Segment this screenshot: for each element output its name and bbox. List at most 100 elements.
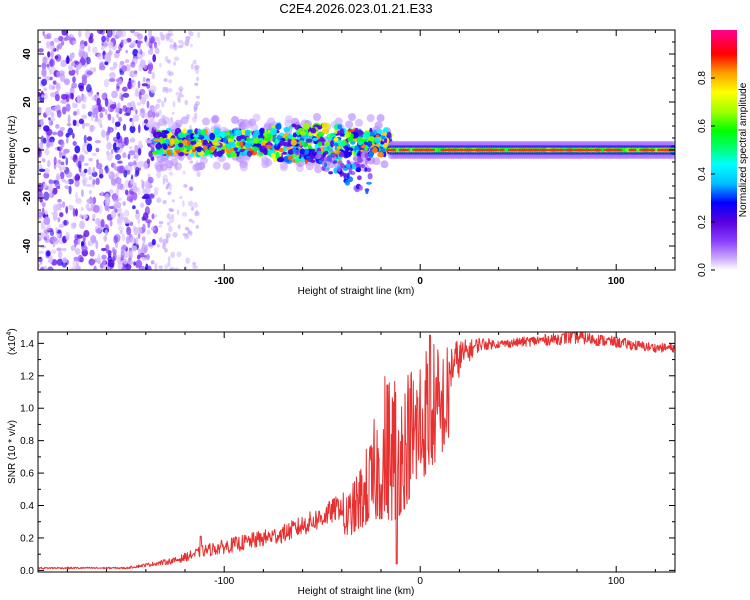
heatmap-cell <box>174 162 182 171</box>
colorbar-ticks: 0.0 0.2 0.4 0.6 0.8 <box>697 71 715 277</box>
heatmap-cell <box>239 134 246 140</box>
figure-title: C2E4.2026.023.01.21.E33 <box>279 1 432 16</box>
heatmap-cell <box>192 59 197 65</box>
heatmap-cell <box>122 201 126 206</box>
heatmap-cell <box>114 125 118 131</box>
heatmap-cell <box>93 107 99 115</box>
heatmap-cell <box>56 45 59 52</box>
heatmap-cell <box>118 116 123 123</box>
snr-y-tick-label: 0.0 <box>20 566 34 577</box>
heatmap-cell <box>128 145 133 150</box>
heatmap-cell <box>107 266 111 270</box>
heatmap-cell <box>87 45 91 53</box>
heatmap-cell <box>131 245 138 252</box>
heatmap-cell <box>104 61 109 66</box>
heatmap-cell <box>141 83 148 87</box>
heatmap-cell <box>57 250 63 260</box>
heatmap-cell <box>145 140 152 144</box>
heatmap-cell <box>187 129 193 134</box>
heatmap-cell <box>147 110 153 118</box>
heatmap-cell <box>195 224 199 229</box>
heatmap-cell <box>356 152 361 157</box>
heatmap-cell <box>58 149 62 159</box>
heatmap-cell <box>38 107 42 116</box>
heatmap-cell <box>50 50 54 58</box>
heatmap-cell <box>67 127 74 136</box>
snr-y-label: SNR (10 * v/v) <box>7 420 18 484</box>
heatmap-cell <box>60 61 67 68</box>
heatmap-cell <box>179 195 183 200</box>
heatmap-cell <box>163 78 168 83</box>
heatmap-cell <box>76 67 79 76</box>
heatmap-cell <box>43 34 50 40</box>
heatmap-cell <box>348 113 356 121</box>
heatmap-cell <box>345 130 352 138</box>
heatmap-cell <box>81 176 88 184</box>
heatmap-cell <box>337 166 341 172</box>
heatmap-cell <box>584 148 593 152</box>
heatmap-cell <box>61 151 67 156</box>
heatmap-cell <box>113 235 118 244</box>
heatmap-cell <box>164 248 168 252</box>
heatmap-cell <box>172 101 176 108</box>
heatmap-cell <box>59 171 65 180</box>
heatmap-cell <box>310 127 317 134</box>
heatmap-cell <box>63 78 71 86</box>
heatmap-cell <box>208 146 216 151</box>
heatmap-cell <box>159 31 163 36</box>
heatmap-cell <box>287 138 292 143</box>
heatmap-cell <box>75 197 82 204</box>
heatmap-cell <box>121 233 126 242</box>
heatmap-cell <box>154 48 160 55</box>
heatmap-cell <box>56 233 60 239</box>
heatmap-cell <box>187 140 191 147</box>
heatmap-cell <box>43 172 50 179</box>
heatmap-cell <box>58 159 61 164</box>
heatmap-cell <box>196 31 201 39</box>
heatmap-cell <box>118 142 123 148</box>
heatmap-cell <box>50 111 55 118</box>
heatmap-cell <box>292 132 297 138</box>
heatmap-cell <box>127 161 134 167</box>
heatmap-cell <box>149 85 157 94</box>
heatmap-cell <box>120 251 125 259</box>
heatmap-cell <box>196 171 201 178</box>
heatmap-cell <box>98 168 104 175</box>
heatmap-cell <box>140 144 144 149</box>
heatmap-cell <box>167 182 171 186</box>
heatmap-cell <box>275 151 280 160</box>
heatmap-cell <box>153 187 160 191</box>
heatmap-cell <box>132 114 140 122</box>
heatmap-cell <box>183 234 189 240</box>
heatmap-cell <box>171 199 175 203</box>
heatmap-cell <box>41 68 47 77</box>
heatmap-cell <box>61 155 66 159</box>
heatmap-cell <box>196 147 202 153</box>
heatmap-cell <box>112 197 120 203</box>
heatmap-cell <box>383 137 388 144</box>
heatmap-cell <box>213 128 220 135</box>
heatmap-cell <box>367 167 372 173</box>
heatmap-cell <box>174 267 180 270</box>
heatmap-cell <box>156 155 165 164</box>
heatmap-cell <box>91 96 96 101</box>
heatmap-cell <box>104 229 108 236</box>
heatmap-cell <box>121 244 127 250</box>
heatmap-cell <box>126 81 133 90</box>
heatmap-cell <box>145 123 152 128</box>
heatmap-cell <box>352 156 359 162</box>
spectrogram-x-tick-label: 0 <box>417 276 423 287</box>
heatmap-cell <box>43 92 48 100</box>
heatmap-cell <box>194 209 199 215</box>
heatmap-cell <box>54 55 59 60</box>
heatmap-cell <box>78 118 85 125</box>
heatmap-cell <box>61 201 66 208</box>
heatmap-cell <box>78 49 84 58</box>
heatmap-cell <box>475 148 485 152</box>
heatmap-cell <box>94 140 102 144</box>
heatmap-cell <box>38 48 44 53</box>
heatmap-cell <box>109 66 116 71</box>
heatmap-cell <box>114 154 122 161</box>
heatmap-cell <box>331 132 336 137</box>
heatmap-cell <box>190 133 196 140</box>
